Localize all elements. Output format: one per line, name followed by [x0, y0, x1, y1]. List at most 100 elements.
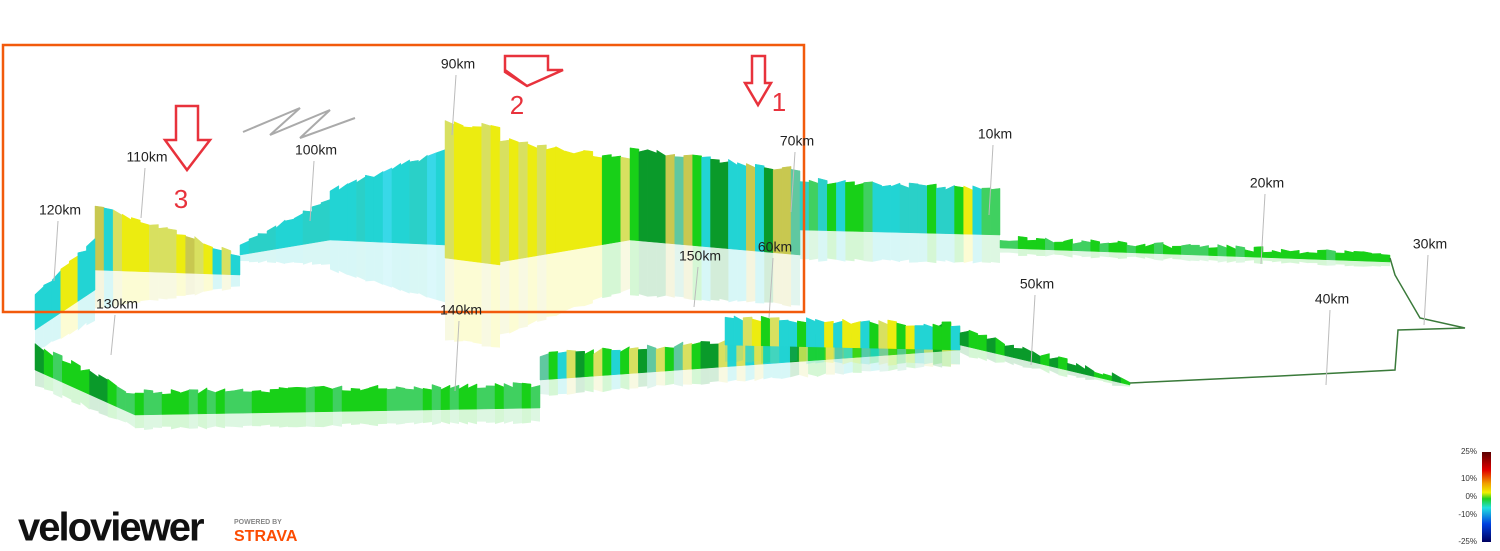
wall-reflection — [718, 366, 728, 383]
wall-segment — [833, 320, 843, 348]
wall-reflection — [405, 410, 414, 424]
wall-segment — [203, 243, 214, 275]
wall-reflection — [719, 247, 729, 301]
wall-segment — [817, 177, 828, 231]
wall-reflection — [914, 349, 924, 364]
wall-segment — [682, 342, 693, 371]
wall-reflection — [212, 274, 222, 290]
wall-segment — [842, 318, 852, 348]
wall-segment — [1054, 241, 1064, 251]
wall-segment — [959, 330, 970, 348]
wall-reflection — [1344, 260, 1354, 267]
wall-segment — [700, 341, 711, 369]
legend-scale — [1482, 452, 1491, 542]
highlight-box — [1, 43, 806, 314]
wall-reflection — [879, 355, 889, 372]
wall-segment — [382, 167, 393, 243]
wall-reflection — [279, 412, 288, 428]
wall-segment — [1190, 244, 1200, 256]
wall-segment — [134, 392, 145, 416]
wall-reflection — [391, 242, 401, 292]
wall-reflection — [854, 231, 864, 261]
wall-segment — [899, 184, 910, 233]
wall-reflection — [909, 232, 919, 263]
wall-segment — [34, 285, 44, 331]
wall-reflection — [527, 255, 538, 326]
wall-segment — [463, 126, 473, 262]
wall-reflection — [960, 345, 969, 357]
wall-reflection — [896, 348, 906, 365]
wall-segment — [320, 199, 331, 242]
wall-reflection — [409, 243, 419, 294]
wall-segment — [1026, 239, 1037, 250]
wall-segment — [602, 347, 612, 376]
wall-segment — [536, 144, 547, 257]
wall-reflection — [584, 376, 594, 393]
wall-reflection — [396, 410, 405, 425]
wall-segment — [691, 341, 702, 370]
wall-reflection — [71, 386, 81, 406]
wall-reflection — [1181, 254, 1191, 262]
wall-segment — [143, 389, 154, 416]
wall-reflection — [1018, 248, 1028, 257]
wall-segment — [239, 240, 250, 256]
wall-segment — [1289, 249, 1300, 260]
wall-segment — [413, 386, 424, 411]
wall-reflection — [557, 378, 567, 395]
wall-reflection — [872, 231, 882, 262]
wall-segment — [167, 228, 177, 274]
wall-segment — [990, 188, 1001, 236]
wall-reflection — [602, 243, 612, 299]
wall-reflection — [1099, 251, 1109, 258]
distance-marker — [1423, 254, 1429, 326]
wall-reflection — [504, 408, 513, 424]
wall-segment — [566, 349, 576, 379]
wall-reflection — [258, 250, 267, 264]
wall-reflection — [602, 374, 612, 393]
wall-segment — [404, 388, 415, 411]
wall-segment — [890, 182, 901, 233]
wall-segment — [1353, 251, 1364, 262]
wall-segment — [230, 254, 241, 276]
distance-marker — [790, 151, 796, 213]
wall-reflection — [1036, 249, 1046, 256]
wall-segment — [860, 320, 870, 349]
wall-segment — [737, 162, 747, 251]
wall-reflection — [125, 410, 135, 428]
wall-reflection — [647, 371, 657, 389]
wall-reflection — [481, 262, 491, 347]
wall-reflection — [104, 270, 114, 308]
wall-segment — [1076, 362, 1086, 375]
wall-segment — [1031, 350, 1041, 365]
wall-reflection — [923, 349, 933, 365]
distance-marker — [1030, 294, 1036, 366]
wall-reflection — [936, 233, 946, 262]
wall-segment — [620, 156, 631, 242]
wall-segment — [1049, 357, 1059, 369]
wall-segment — [400, 159, 410, 244]
wall-segment — [836, 179, 846, 232]
wall-segment — [593, 347, 603, 377]
wall-reflection — [620, 373, 630, 390]
wall-segment — [89, 370, 99, 400]
wall-reflection — [555, 251, 565, 317]
wall-reflection — [261, 412, 270, 426]
wall-segment — [733, 315, 744, 346]
wall-segment — [1226, 244, 1237, 257]
wall-reflection — [1067, 370, 1077, 377]
wall-segment — [854, 182, 864, 232]
wall-reflection — [1054, 249, 1064, 256]
wall-segment — [395, 386, 406, 411]
wall-reflection — [1090, 251, 1100, 259]
wall-segment — [1153, 242, 1164, 255]
wall-reflection — [986, 351, 996, 363]
wall-segment — [494, 382, 505, 410]
wall-segment — [43, 280, 53, 325]
wall-reflection — [574, 247, 584, 308]
wall-segment — [60, 262, 70, 314]
wall-reflection — [772, 362, 782, 379]
wall-segment — [418, 154, 428, 245]
wall-reflection — [52, 312, 61, 342]
wall-reflection — [122, 270, 132, 306]
wall-segment — [1081, 240, 1091, 252]
